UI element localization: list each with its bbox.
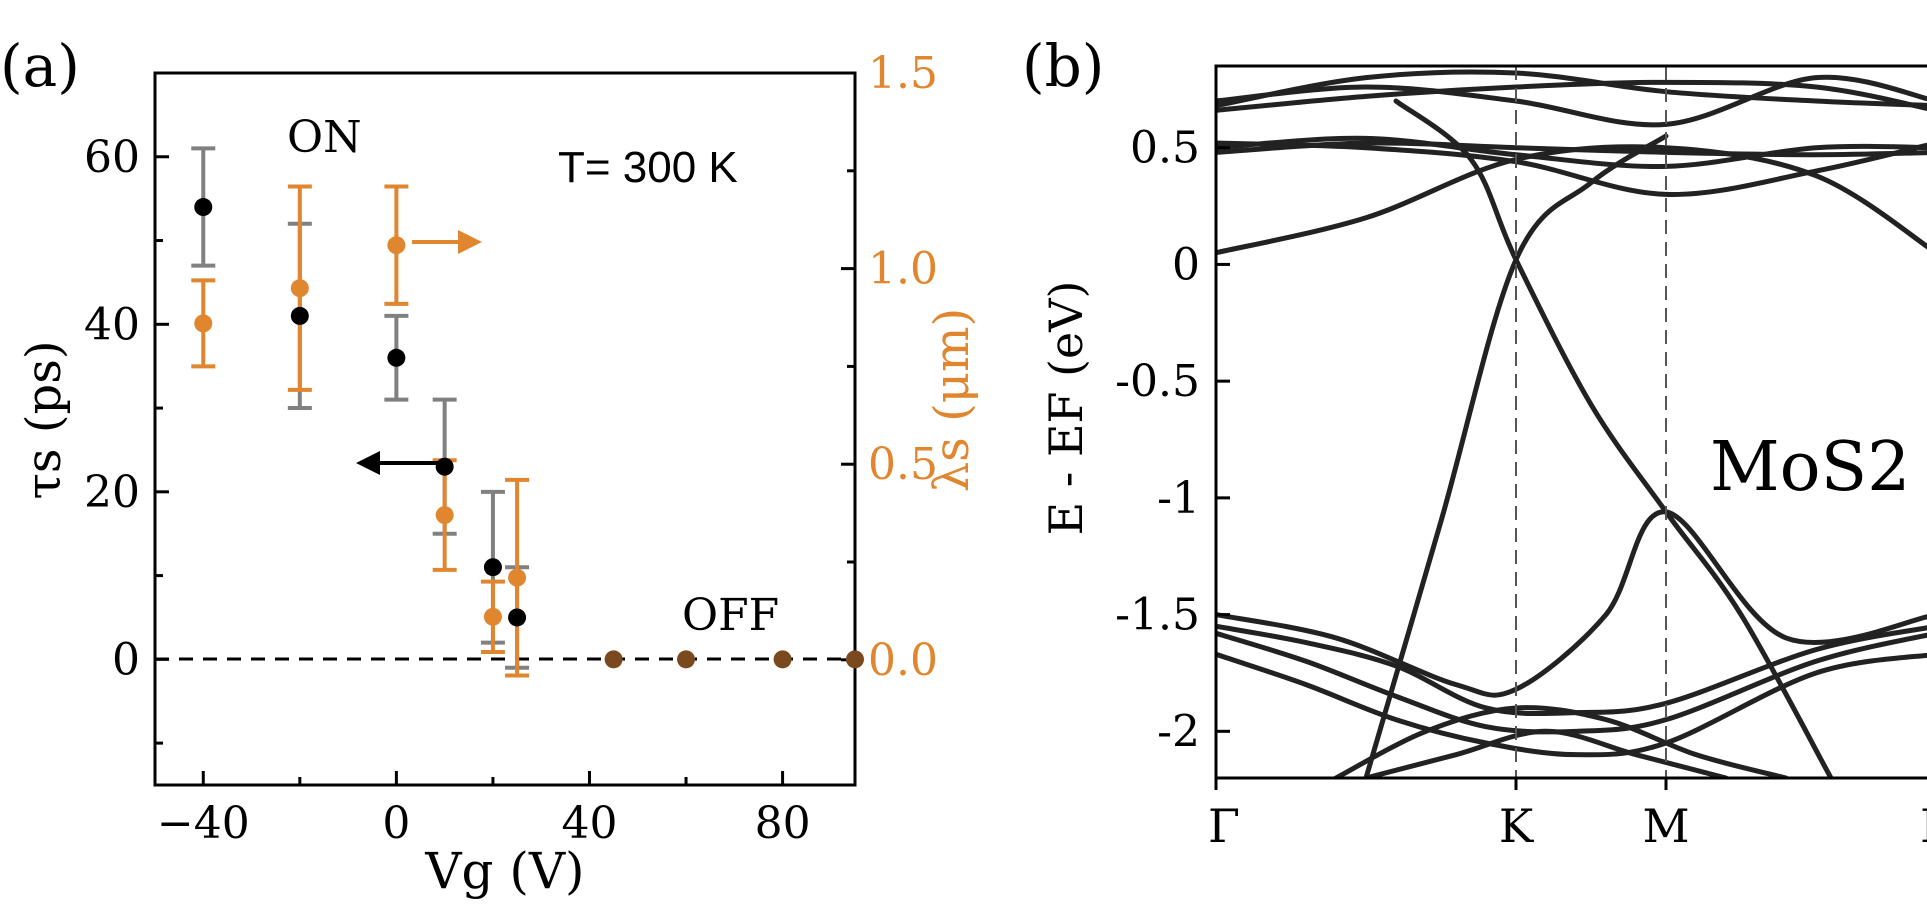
- band-line-band-7: [1216, 74, 1927, 128]
- tau-point: [435, 457, 454, 476]
- band-structure: [1216, 69, 1927, 778]
- lambda-point: [290, 279, 309, 298]
- x-tick-label: 80: [755, 798, 811, 849]
- x-axis-label: Vg (V): [424, 842, 584, 900]
- panel-a-frame: [153, 71, 857, 787]
- y-axis-left-label: τs (ps): [16, 340, 72, 499]
- off-state-point: [677, 650, 696, 669]
- band-line-dirac-down: [1393, 98, 1834, 778]
- band-line-band-4: [1216, 140, 1927, 197]
- band-line-valence-1: [1216, 509, 1927, 698]
- tau-point: [194, 198, 213, 217]
- annotation-off: OFF: [682, 590, 779, 641]
- band-line-band-3: [1216, 135, 1927, 169]
- k-point-label: Γ: [1920, 799, 1927, 853]
- band-line-band-2: [1216, 140, 1927, 158]
- y-axis-left-ticks: 0 20 40 60: [84, 132, 169, 745]
- panel-b: (b) 0.5 0 -0.5 -1 -1.5 -2 Γ K M Γ E - EF (eV) Mo…: [1022, 32, 1927, 853]
- band-line-dirac-up: [1363, 133, 1669, 778]
- x-tick-label: −40: [157, 798, 250, 849]
- y-right-tick-label: 0.5: [868, 439, 938, 490]
- tau-point: [508, 608, 527, 627]
- x-tick-label: 40: [561, 798, 617, 849]
- panel-b-label: (b): [1022, 32, 1104, 100]
- y-axis-ticks: 0.5 0 -0.5 -1 -1.5 -2: [1115, 123, 1230, 757]
- annotation-temperature: T= 300 K: [558, 143, 738, 192]
- k-point-label: M: [1642, 799, 1689, 853]
- off-state-point: [846, 650, 864, 669]
- arrow-left-axis: [356, 451, 448, 475]
- y-tick-label: -1.5: [1115, 590, 1200, 641]
- x-tick-label: 0: [382, 798, 410, 849]
- panel-a-series: [191, 146, 864, 678]
- annotation-on: ON: [287, 112, 362, 163]
- k-point-label: K: [1499, 799, 1535, 853]
- panel-a-label: (a): [0, 32, 80, 100]
- k-point-lines: [1515, 66, 1667, 778]
- y-tick-label: -0.5: [1115, 356, 1200, 407]
- tau-point: [290, 306, 309, 325]
- y-tick-label: -2: [1157, 706, 1200, 757]
- y-tick-label: 40: [84, 299, 140, 350]
- lambda-point: [508, 568, 527, 587]
- lambda-point: [435, 506, 454, 525]
- band-line-valence-4: [1216, 651, 1927, 758]
- off-state-point: [604, 650, 623, 669]
- y-tick-label: 0: [112, 634, 140, 685]
- material-label: MoS2: [1710, 428, 1910, 507]
- y-axis-right-label: λs (μm): [924, 308, 980, 492]
- y-right-tick-label: 1.0: [868, 244, 938, 295]
- k-point-ticks: ΓKMΓ: [1208, 778, 1927, 853]
- panel-b-frame: [1214, 64, 1927, 780]
- band-line-valence-2: [1216, 623, 1927, 717]
- y-axis-label: E - EF (eV): [1039, 281, 1093, 536]
- y-tick-label: 20: [84, 467, 140, 518]
- y-axis-right-ticks: 0.0 0.5 1.0 1.5: [841, 48, 938, 686]
- y-right-tick-label: 0.0: [868, 635, 938, 686]
- tau-point: [483, 558, 502, 577]
- band-line-band-6: [1216, 69, 1927, 109]
- x-axis-ticks: −40 0 40 80: [157, 771, 811, 849]
- lambda-point: [387, 236, 406, 255]
- band-line-band-5: [1216, 79, 1927, 113]
- panel-a: (a) −40 0 40 80 0 20 40 60 0.0 0.5 1.0 1.5 Vg (V)…: [0, 32, 980, 900]
- y-tick-label: 0: [1172, 239, 1200, 290]
- band-line-valence-5: [1333, 705, 1789, 778]
- y-tick-label: 0.5: [1130, 123, 1200, 174]
- lambda-point: [483, 607, 502, 626]
- lambda-point: [194, 314, 213, 333]
- y-tick-label: -1: [1157, 473, 1200, 524]
- y-right-tick-label: 1.5: [868, 48, 938, 99]
- band-line-valence-6: [1363, 728, 1729, 778]
- tau-point: [387, 348, 406, 367]
- y-tick-label: 60: [84, 132, 140, 183]
- arrow-right-axis: [412, 230, 482, 254]
- off-state-point: [773, 650, 792, 669]
- k-point-label: Γ: [1208, 799, 1240, 853]
- bands-clipped: [1216, 69, 1927, 778]
